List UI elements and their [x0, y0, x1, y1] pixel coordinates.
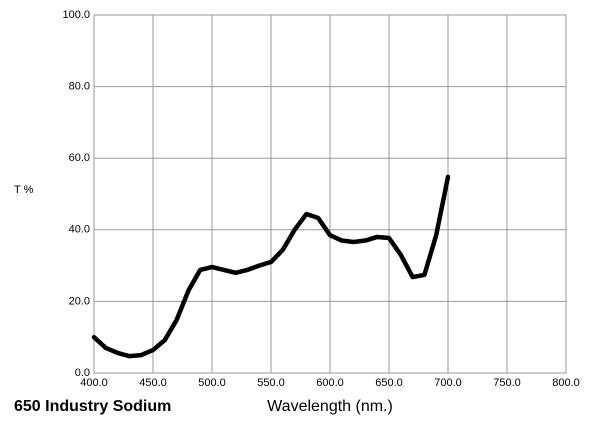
x-tick-label: 700.0 [434, 377, 462, 389]
y-tick-label: 40.0 [69, 224, 90, 236]
y-tick-label: 80.0 [69, 81, 90, 93]
x-tick-label: 400.0 [80, 377, 108, 389]
x-tick-label: 550.0 [257, 377, 285, 389]
x-axis-label: Wavelength (nm.) [267, 398, 393, 415]
y-axis-label: T % [14, 184, 34, 196]
chart-title: 650 Industry Sodium [14, 398, 171, 415]
x-tick-label: 650.0 [375, 377, 403, 389]
y-tick-label: 60.0 [69, 152, 90, 164]
x-tick-label: 500.0 [198, 377, 226, 389]
y-tick-label: 100.0 [62, 9, 90, 21]
y-tick-label: 20.0 [69, 295, 90, 307]
x-tick-label: 750.0 [493, 377, 521, 389]
data-line [91, 174, 451, 359]
x-tick-label: 800.0 [552, 377, 580, 389]
x-tick-label: 450.0 [139, 377, 167, 389]
y-tick-label: 0.0 [75, 367, 90, 379]
x-tick-label: 600.0 [316, 377, 344, 389]
